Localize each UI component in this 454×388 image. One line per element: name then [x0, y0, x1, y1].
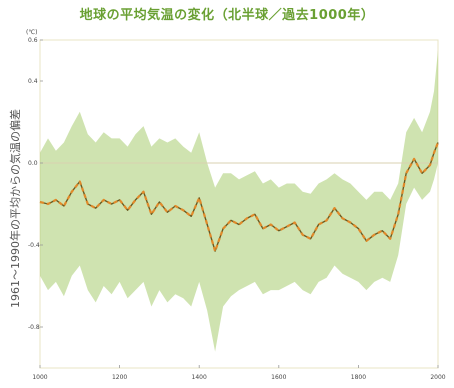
y-tick-label: 0.4: [28, 78, 38, 85]
smoothed-line: [39, 142, 440, 253]
x-tick-label: 1000: [32, 374, 47, 381]
x-tick-label: 1400: [192, 374, 207, 381]
smoothed-series: [39, 142, 440, 253]
y-tick-label: -0.8: [28, 324, 40, 331]
y-tick-label: 0.6: [28, 37, 38, 44]
axes: (℃)0.6 0.4 0.0 -0.4 -0.8 1000 1200 1400 1600 1800…: [26, 29, 446, 381]
x-tick-label: 2000: [430, 374, 445, 381]
x-tick-label: 1800: [351, 374, 366, 381]
x-tick-label: 1200: [112, 374, 127, 381]
y-unit-label: (℃): [26, 29, 37, 36]
x-tick-label: 1600: [271, 374, 286, 381]
uncertainty-band: [40, 50, 438, 352]
y-tick-label: 0.0: [28, 160, 38, 167]
chart-title: 地球の平均気温の変化（北半球／過去1000年）: [79, 8, 375, 23]
y-tick-label: -0.4: [28, 242, 40, 249]
uncertainty-band-area: [40, 50, 438, 352]
